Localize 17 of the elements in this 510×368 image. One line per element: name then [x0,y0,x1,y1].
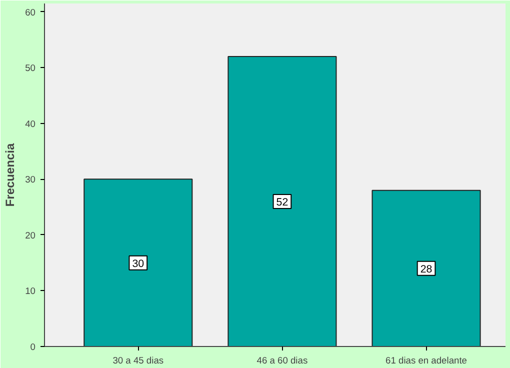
x-tick-label: 61 dias en adelante [386,356,467,366]
data-label: 28 [420,263,432,276]
data-label: 30 [132,258,144,270]
y-tick-label: 10 [25,286,36,296]
y-axis-title: Frecuencia [3,142,18,207]
x-tick-label: 46 a 60 dias [256,356,308,366]
y-tick-label: 0 [30,342,36,352]
data-label: 52 [276,196,288,208]
y-tick-label: 40 [25,118,36,129]
bar [84,178,193,346]
x-tick-label: 30 a 45 dias [112,356,164,366]
bar [372,190,481,346]
y-tick-label: 60 [25,7,36,18]
bar [228,56,337,346]
y-tick-label: 30 [25,174,36,185]
y-tick-label: 50 [25,63,36,74]
y-tick-label: 20 [25,230,36,240]
